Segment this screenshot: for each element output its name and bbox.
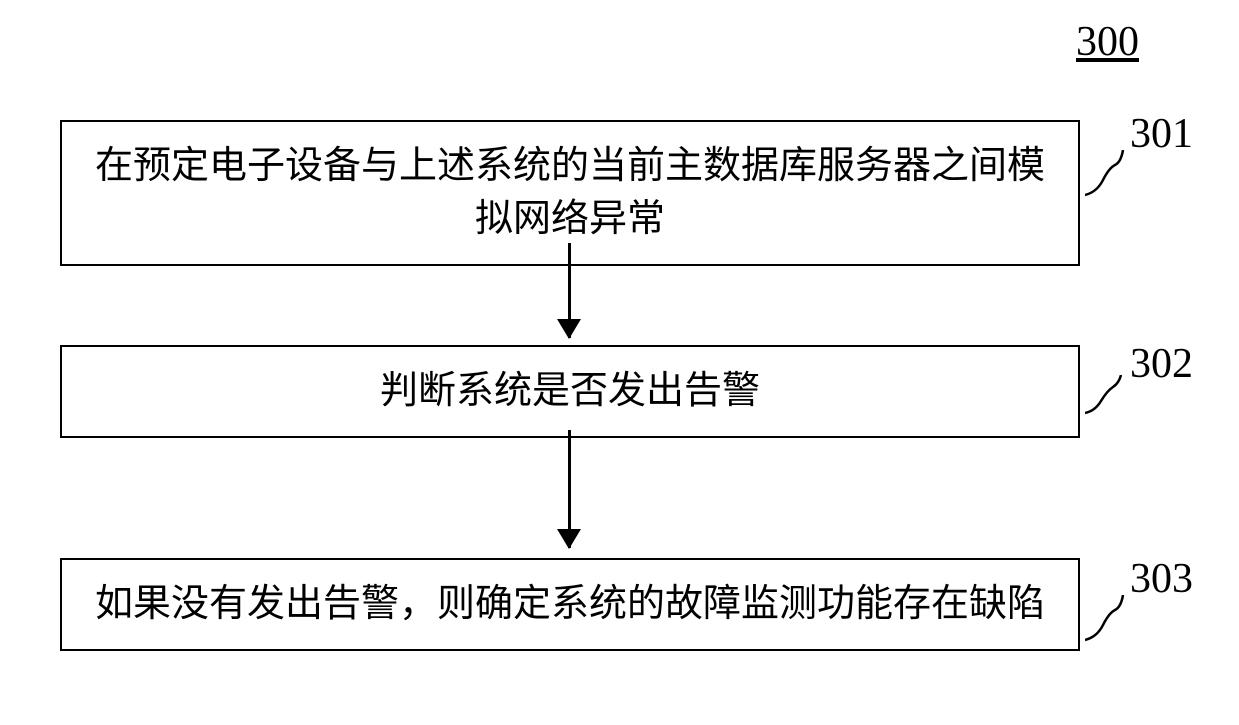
step-text-303: 如果没有发出告警，则确定系统的故障监测功能存在缺陷 xyxy=(95,583,1045,625)
step-label-301: 301 xyxy=(1130,110,1193,158)
arrow-head-icon xyxy=(557,529,581,549)
step-label-303: 303 xyxy=(1130,555,1193,603)
connector-curve-303 xyxy=(1085,595,1130,645)
arrow-head-icon xyxy=(557,319,581,339)
connector-curve-302 xyxy=(1085,375,1130,417)
step-box-302: 判断系统是否发出告警 xyxy=(60,345,1080,438)
step-label-302: 302 xyxy=(1130,340,1193,388)
figure-number: 300 xyxy=(1076,18,1139,66)
arrow-302-to-303 xyxy=(567,430,571,548)
connector-curve-301 xyxy=(1085,150,1130,200)
step-box-303: 如果没有发出告警，则确定系统的故障监测功能存在缺陷 xyxy=(60,558,1080,651)
step-text-301: 在预定电子设备与上述系统的当前主数据库服务器之间模拟网络异常 xyxy=(95,145,1045,240)
arrow-301-to-302 xyxy=(567,243,571,338)
step-text-302: 判断系统是否发出告警 xyxy=(380,370,760,412)
